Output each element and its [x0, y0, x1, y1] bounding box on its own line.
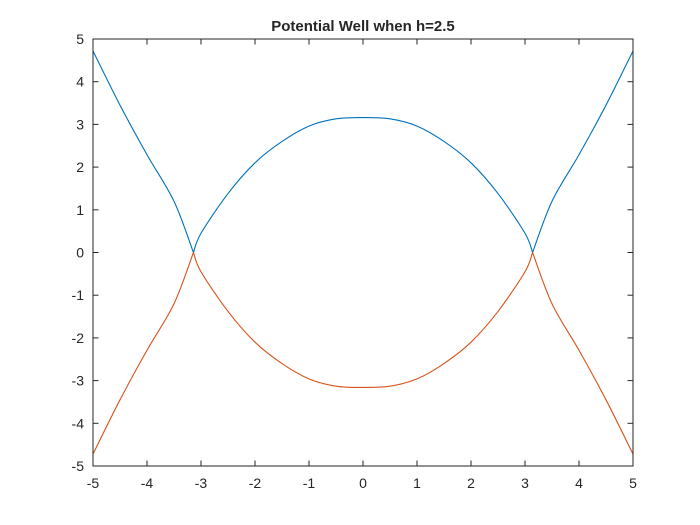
x-tick-label: -4 — [141, 475, 154, 491]
y-tick-label: 5 — [76, 31, 84, 47]
x-tick-label: 4 — [575, 475, 583, 491]
plot-area — [93, 39, 633, 466]
x-tick-label: -1 — [303, 475, 316, 491]
x-tick-label: 3 — [521, 475, 529, 491]
x-tick-label: 2 — [467, 475, 475, 491]
x-tick-label: 0 — [359, 475, 367, 491]
y-tick-label: -5 — [72, 458, 85, 474]
axes-layer: -5 -4 -3 -2 -1 0 1 2 3 4 5 -5 -4 -3 -2 -1 0 1 2 3 4 5 — [72, 31, 638, 491]
chart-title: Potential Well when h=2.5 — [271, 18, 455, 35]
y-tick-label: -1 — [72, 287, 85, 303]
y-tick-label: 4 — [76, 74, 84, 90]
x-tick-label: -5 — [87, 475, 100, 491]
series-layer — [92, 50, 634, 455]
y-tick-label: 0 — [76, 245, 84, 261]
y-tick-label: -4 — [72, 415, 85, 431]
y-tick-label: -3 — [72, 373, 85, 389]
x-tick-label: 1 — [413, 475, 421, 491]
x-tick-label: -2 — [249, 475, 262, 491]
series-line-1 — [92, 50, 634, 253]
y-tick-label: 3 — [76, 116, 84, 132]
y-tick-label: -2 — [72, 330, 85, 346]
series-line-2 — [92, 252, 634, 455]
x-tick-label: 5 — [629, 475, 637, 491]
y-tick-label: 1 — [76, 202, 84, 218]
x-tick-label: -3 — [195, 475, 208, 491]
y-tick-label: 2 — [76, 159, 84, 175]
